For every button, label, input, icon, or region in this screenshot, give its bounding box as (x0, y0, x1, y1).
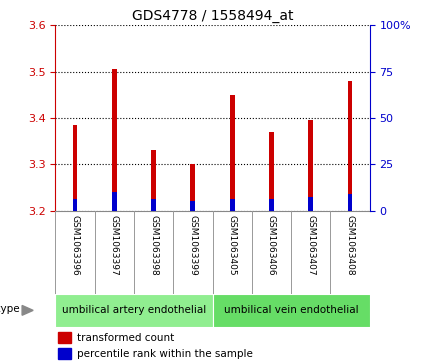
Text: GSM1063398: GSM1063398 (149, 215, 158, 276)
Bar (309, 120, 313, 211)
Bar (230, 199, 235, 211)
Bar (190, 201, 195, 211)
Text: umbilical artery endothelial: umbilical artery endothelial (62, 305, 206, 315)
Bar (58, 348, 71, 359)
Bar (348, 81, 352, 211)
Text: percentile rank within the sample: percentile rank within the sample (77, 349, 253, 359)
Bar (73, 199, 77, 211)
Bar (309, 197, 313, 211)
Text: GSM1063406: GSM1063406 (267, 215, 276, 276)
Bar (269, 132, 274, 211)
Bar (212, 294, 370, 327)
Bar (112, 69, 116, 211)
Bar (112, 192, 116, 211)
Bar (151, 150, 156, 211)
Bar (151, 199, 156, 211)
Text: GSM1063397: GSM1063397 (110, 215, 119, 276)
Bar (348, 194, 352, 211)
Title: GDS4778 / 1558494_at: GDS4778 / 1558494_at (132, 9, 293, 23)
Polygon shape (22, 306, 33, 315)
Text: GSM1063407: GSM1063407 (306, 215, 315, 276)
Bar (58, 332, 71, 343)
Text: transformed count: transformed count (77, 333, 175, 343)
Bar (230, 95, 235, 211)
Text: umbilical vein endothelial: umbilical vein endothelial (224, 305, 358, 315)
Text: GSM1063396: GSM1063396 (71, 215, 79, 276)
Text: GSM1063408: GSM1063408 (346, 215, 354, 276)
Text: GSM1063405: GSM1063405 (228, 215, 237, 276)
Bar (269, 199, 274, 211)
Bar (55, 294, 212, 327)
Text: cell type: cell type (0, 304, 19, 314)
Bar (73, 125, 77, 211)
Text: GSM1063399: GSM1063399 (188, 215, 197, 276)
Bar (190, 164, 195, 211)
